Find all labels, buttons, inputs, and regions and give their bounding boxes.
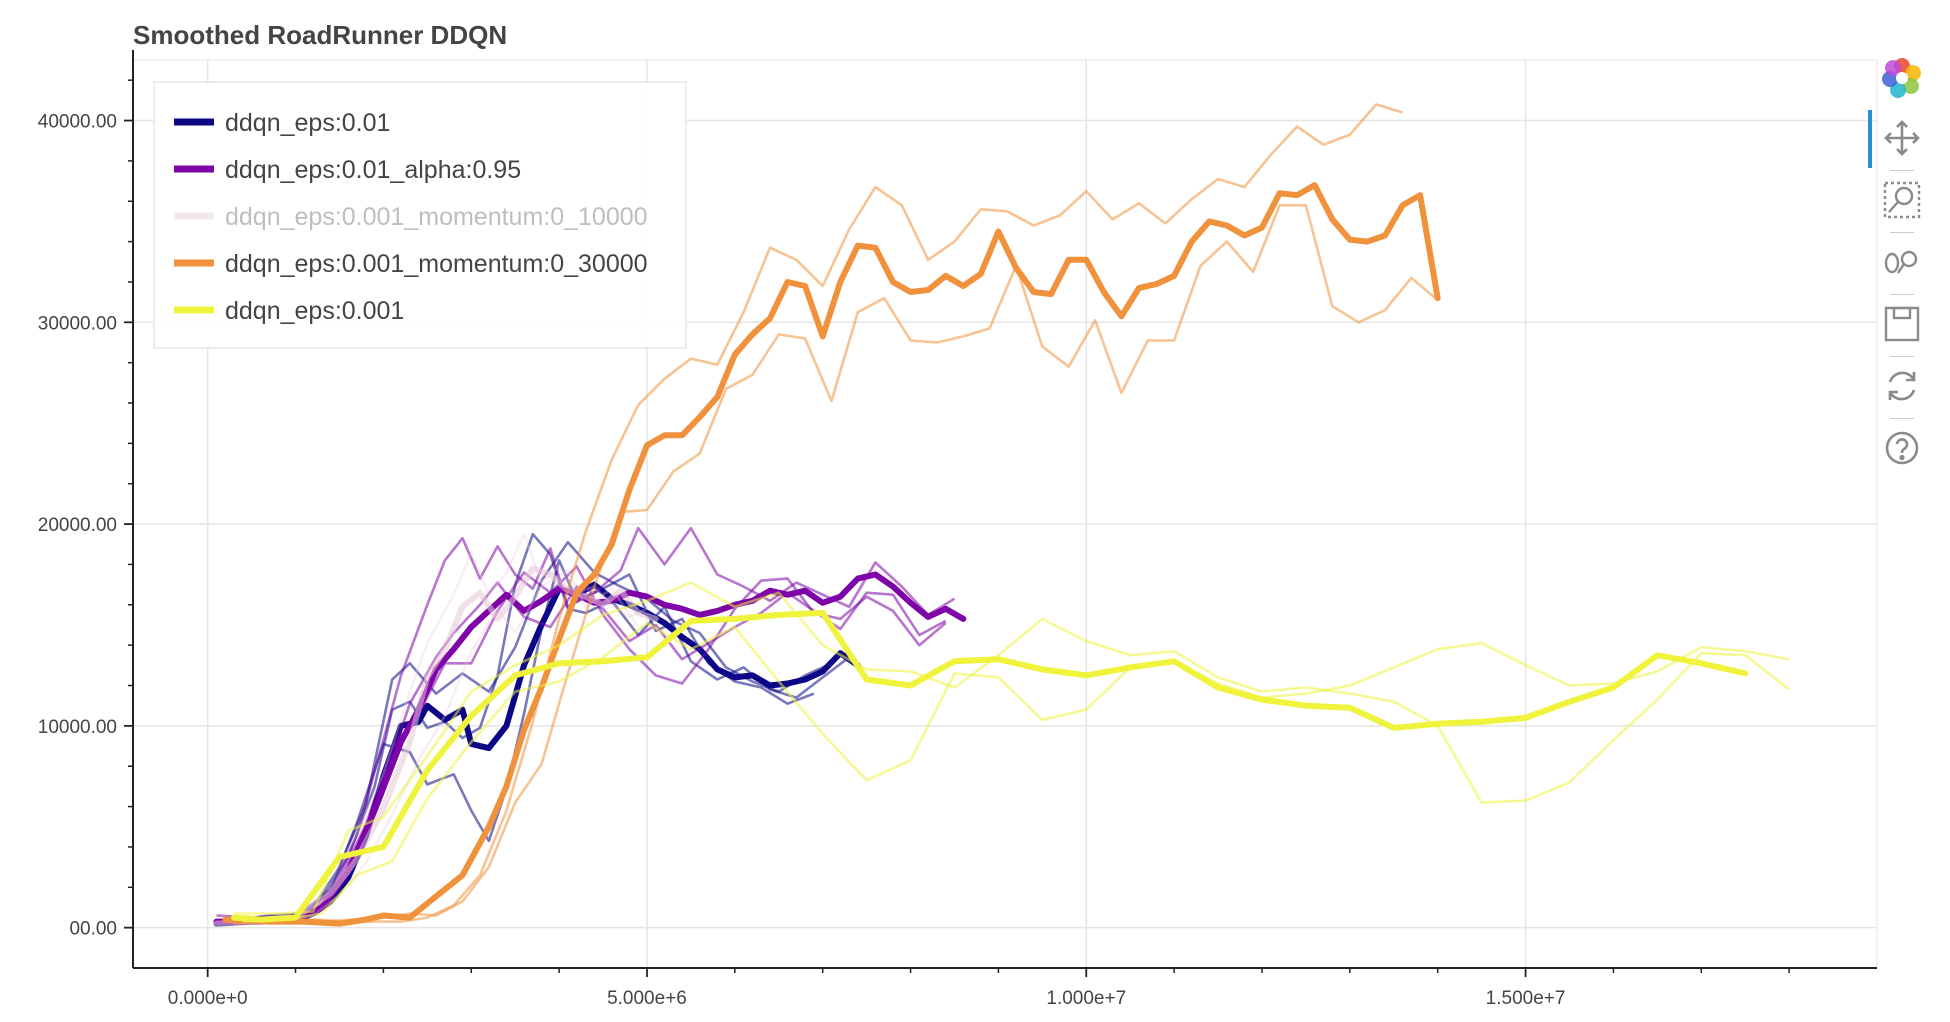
- series-lines: [213, 103, 1790, 927]
- y-tick-label: 10000.00: [38, 717, 117, 738]
- legend-label: ddqn_eps:0.01: [225, 109, 390, 137]
- legend-label: ddqn_eps:0.001_momentum:0_30000: [225, 250, 648, 278]
- series-line: [213, 565, 659, 927]
- series-line-faded: [233, 204, 1439, 925]
- bokeh-logo-icon[interactable]: [1872, 55, 1932, 101]
- active-tool-indicator: [1868, 110, 1872, 168]
- pan-tool-icon[interactable]: [1872, 115, 1932, 161]
- series-line-faded: [225, 540, 833, 925]
- y-tick-label: 30000.00: [38, 313, 117, 334]
- wheel-zoom-tool-icon[interactable]: [1872, 239, 1932, 285]
- legend-label: ddqn_eps:0.01_alpha:0.95: [225, 156, 521, 184]
- help-tool-icon[interactable]: [1872, 425, 1932, 471]
- axes: 00.00 10000.00 20000.00 30000.00 40000.00 0.0…: [38, 50, 1877, 1009]
- series-line-faded: [234, 581, 1790, 915]
- series-line: [222, 182, 1441, 927]
- x-tick-label: 0.000e+0: [168, 988, 248, 1009]
- series-line: [231, 609, 1749, 923]
- legend-label: ddqn_eps:0.001_momentum:0_10000: [225, 203, 648, 231]
- y-tick-label: 00.00: [69, 919, 117, 940]
- series-line-faded: [225, 532, 648, 923]
- y-tick-label: 20000.00: [38, 515, 117, 536]
- x-tick-label: 1.500e+7: [1486, 988, 1566, 1009]
- chart-toolbar: [1868, 55, 1932, 475]
- y-tick-label: 40000.00: [38, 112, 117, 133]
- series-line-faded: [216, 526, 956, 919]
- x-tick-label: 5.000e+6: [607, 988, 687, 1009]
- series-line: [213, 571, 967, 925]
- series-line-faded: [242, 621, 1790, 923]
- series-line-faded: [225, 103, 1403, 923]
- legend: ddqn_eps:0.01 ddqn_eps:0.01_alpha:0.95ddq…: [153, 81, 687, 349]
- reset-tool-icon[interactable]: [1872, 363, 1932, 409]
- legend-label: ddqn_eps:0.001: [225, 297, 404, 325]
- legend-box: [153, 81, 687, 349]
- x-tick-label: 1.000e+7: [1046, 988, 1126, 1009]
- chart-title: Smoothed RoadRunner DDQN: [133, 20, 508, 50]
- box-zoom-tool-icon[interactable]: [1872, 177, 1932, 223]
- save-tool-icon[interactable]: [1872, 301, 1932, 347]
